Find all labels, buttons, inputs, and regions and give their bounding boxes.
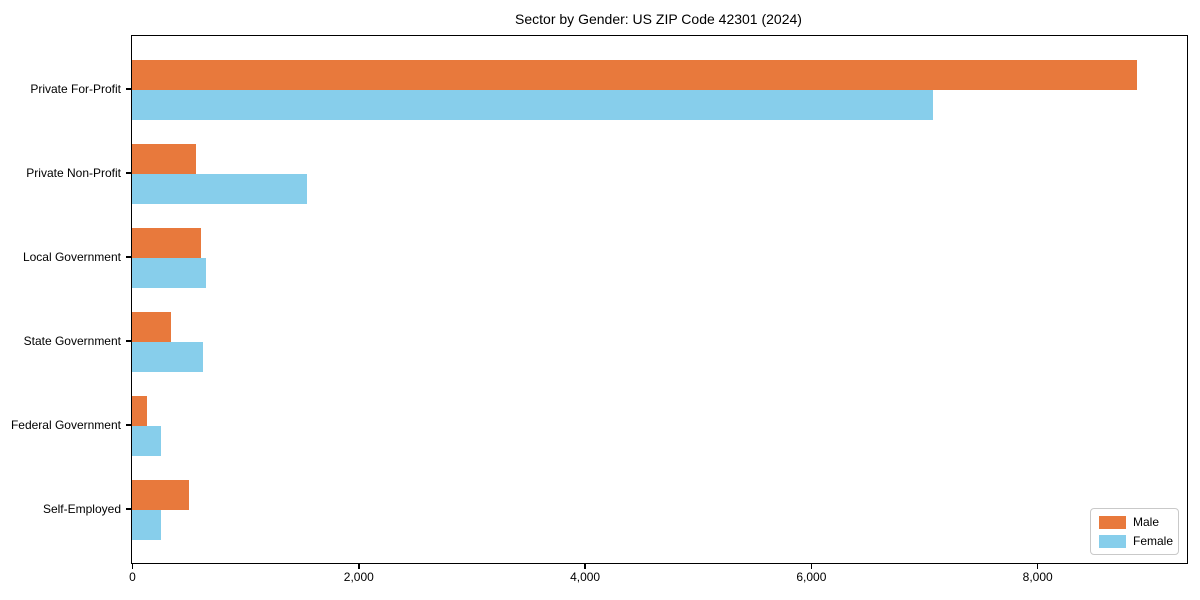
bar-male-private-for-profit bbox=[132, 60, 1137, 90]
bar-female-private-non-profit bbox=[132, 174, 308, 204]
bar-male-self-employed bbox=[132, 480, 189, 510]
x-tick-label-6000: 6,000 bbox=[796, 570, 827, 584]
bar-female-private-for-profit bbox=[132, 90, 934, 120]
x-tick-label-8000: 8,000 bbox=[1022, 570, 1053, 584]
x-tick-label-4000: 4,000 bbox=[570, 570, 601, 584]
y-axis-label-local-government: Local Government bbox=[22, 250, 121, 264]
y-axis-label-state-government: State Government bbox=[23, 334, 121, 348]
legend-item-male: Male bbox=[1099, 515, 1170, 529]
bar-female-federal-government bbox=[132, 426, 161, 456]
y-axis-label-federal-government: Federal Government bbox=[10, 418, 121, 432]
bar-male-state-government bbox=[132, 312, 172, 342]
bar-female-state-government bbox=[132, 342, 204, 372]
legend: Male Female bbox=[1090, 508, 1179, 555]
y-tick-mark bbox=[126, 340, 131, 342]
y-axis-label-private-for-profit: Private For-Profit bbox=[30, 82, 121, 96]
y-tick-mark bbox=[126, 172, 131, 174]
bar-female-local-government bbox=[132, 258, 207, 288]
legend-swatch-male bbox=[1099, 515, 1126, 529]
x-tick-label-2000: 2,000 bbox=[343, 570, 374, 584]
legend-label-female: Female bbox=[1133, 534, 1174, 548]
legend-item-female: Female bbox=[1099, 534, 1174, 548]
y-tick-mark bbox=[126, 508, 131, 510]
x-tick-mark bbox=[810, 563, 813, 569]
plot-area bbox=[131, 35, 1188, 564]
y-tick-mark bbox=[126, 88, 131, 90]
legend-label-male: Male bbox=[1133, 515, 1160, 529]
x-tick-mark bbox=[131, 563, 134, 569]
x-tick-mark bbox=[1036, 563, 1039, 569]
y-tick-mark bbox=[126, 256, 131, 258]
y-axis-label-self-employed: Self-Employed bbox=[42, 502, 121, 516]
bar-male-local-government bbox=[132, 228, 202, 258]
x-tick-mark bbox=[358, 563, 360, 569]
y-tick-mark bbox=[126, 424, 131, 426]
bar-male-federal-government bbox=[132, 396, 147, 426]
chart-title: Sector by Gender: US ZIP Code 42301 (202… bbox=[515, 11, 802, 27]
x-tick-label-0: 0 bbox=[129, 570, 136, 584]
bar-female-self-employed bbox=[132, 510, 162, 540]
x-tick-mark bbox=[584, 563, 586, 569]
y-axis-label-private-non-profit: Private Non-Profit bbox=[26, 166, 121, 180]
bar-male-private-non-profit bbox=[132, 144, 197, 174]
legend-swatch-female bbox=[1099, 534, 1126, 548]
